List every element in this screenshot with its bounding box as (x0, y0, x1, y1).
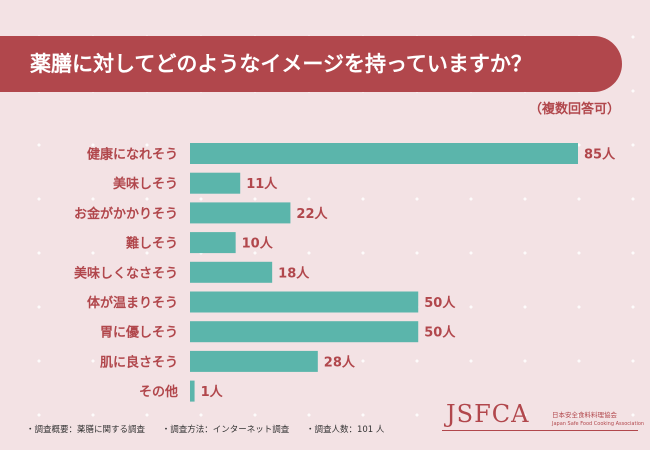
category-label: その他 (139, 384, 178, 400)
value-label: 18人 (278, 265, 310, 281)
value-label: 50人 (424, 325, 456, 341)
logo-name-ja: 日本安全食料料理協会 (552, 411, 617, 419)
footer-survey-overview: ・調査概要：薬膳に関する調査 (26, 425, 146, 435)
bar (190, 291, 419, 313)
category-label: 胃に優しそう (100, 325, 178, 341)
logo-name-en: Japan Safe Food Cooking Association (552, 421, 645, 427)
title-banner: 薬膳に対してどのようなイメージを持っていますか？ (0, 36, 622, 92)
value-label: 85人 (584, 147, 616, 163)
bar (190, 380, 195, 402)
category-label: 体が温まりそう (87, 295, 178, 311)
category-label: お金がかかりそう (74, 206, 178, 222)
category-label: 肌に良さそう (100, 354, 178, 370)
category-label: 難しそう (126, 236, 178, 252)
bar (190, 321, 419, 343)
value-label: 28人 (324, 354, 356, 370)
survey-footer: ・調査概要：薬膳に関する調査 ・調査方法：インターネット調査 ・調査人数：101… (26, 423, 398, 435)
bar (190, 350, 318, 372)
category-label: 美味しくなさそう (74, 265, 178, 281)
value-label: 1人 (201, 384, 224, 400)
bar (190, 172, 241, 194)
jsfca-logo: JSFCA 日本安全食料料理協会 Japan Safe Food Cooking… (440, 400, 644, 436)
note-multiple-answers: （複数回答可） (528, 102, 620, 117)
logo-underline (442, 430, 638, 431)
bar (190, 143, 578, 164)
bar (190, 202, 291, 224)
footer-survey-method: ・調査方法：インターネット調査 (161, 425, 290, 435)
bar (190, 232, 236, 254)
value-label: 22人 (296, 206, 328, 222)
category-label: 健康になれそう (87, 147, 178, 163)
value-label: 10人 (242, 236, 274, 252)
value-label: 50人 (424, 295, 456, 311)
footer-survey-count: ・調査人数：101 人 (305, 425, 385, 435)
value-label: 11人 (246, 176, 278, 192)
bar (190, 261, 273, 283)
category-label: 美味しそう (113, 176, 178, 192)
chart-title: 薬膳に対してどのようなイメージを持っていますか？ (30, 51, 532, 76)
logo-mark: JSFCA (446, 400, 530, 428)
